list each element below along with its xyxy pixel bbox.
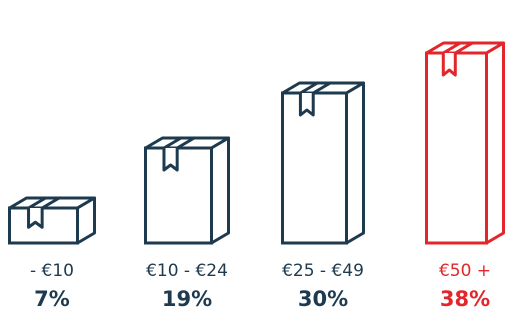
box-tape-top-right bbox=[453, 41, 474, 55]
boxes-group bbox=[8, 41, 505, 245]
box-tape-front bbox=[441, 51, 457, 77]
percent-label-4: 38% bbox=[440, 287, 490, 311]
box-tape-top-left bbox=[27, 196, 48, 210]
box-tape-top-left bbox=[162, 136, 183, 150]
range-label-2: €10 - €24 bbox=[146, 261, 228, 281]
box-tape-top-left bbox=[441, 41, 462, 55]
percent-label-3: 30% bbox=[298, 287, 348, 311]
labels-group: - €10 7% €10 - €24 19% €25 - €49 30% €50 + 38% bbox=[30, 261, 491, 311]
box-tape-front bbox=[298, 91, 315, 117]
box-tape-top-right bbox=[40, 196, 61, 210]
box-mark-1 bbox=[8, 196, 96, 245]
box-tape-top-right bbox=[311, 81, 332, 95]
box-side-face bbox=[76, 196, 96, 245]
percent-label-1: 7% bbox=[34, 287, 70, 311]
box-side-face bbox=[345, 81, 365, 245]
range-label-1: - €10 bbox=[30, 261, 74, 281]
box-front-face bbox=[281, 91, 348, 245]
box-tape-top-right bbox=[175, 136, 196, 150]
box-mark-2 bbox=[144, 136, 230, 245]
box-tape-front bbox=[27, 206, 44, 229]
percent-label-2: 19% bbox=[162, 287, 212, 311]
box-side-face bbox=[485, 41, 505, 245]
box-tape-top-left bbox=[298, 81, 319, 95]
range-label-4: €50 + bbox=[439, 261, 491, 281]
box-tape-front bbox=[162, 146, 179, 172]
box-mark-4 bbox=[425, 41, 505, 245]
box-mark-3 bbox=[281, 81, 365, 245]
range-label-3: €25 - €49 bbox=[282, 261, 364, 281]
box-front-face bbox=[425, 51, 488, 245]
box-side-face bbox=[210, 136, 230, 245]
